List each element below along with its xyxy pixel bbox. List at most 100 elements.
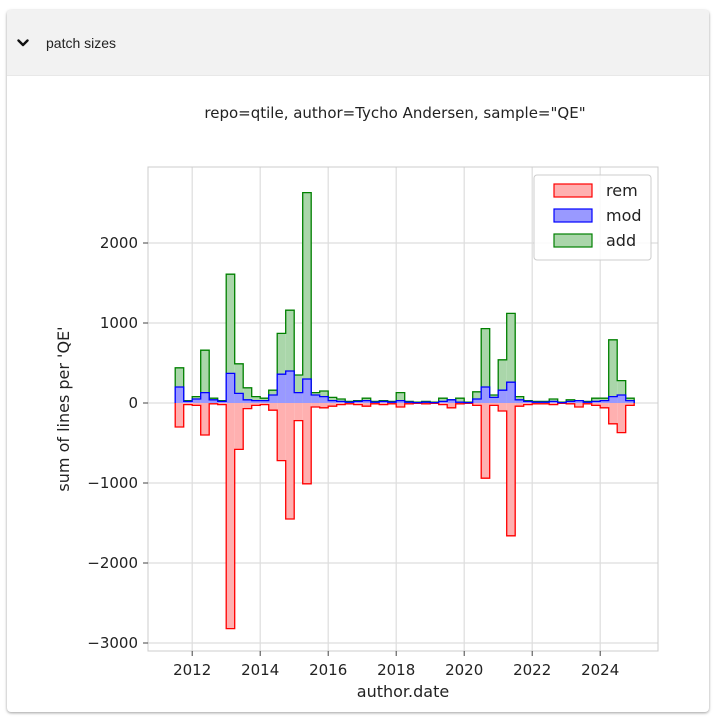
- add-bar-39: [506, 313, 516, 403]
- rem-bar-16: [311, 403, 320, 407]
- mod-bar-12: [277, 374, 286, 403]
- panel-header[interactable]: patch sizes: [7, 10, 709, 76]
- plot-frame: [147, 166, 659, 652]
- mod-bar-17: [319, 396, 329, 403]
- mod-bar-3: [200, 392, 210, 403]
- add-bar-6: [226, 274, 235, 403]
- mod-bar-36: [481, 387, 490, 403]
- chart-title: repo=qtile, author=Tycho Andersen, sampl…: [204, 104, 585, 122]
- x-tick-label-0: 2012: [173, 661, 211, 679]
- legend-swatch-mod: [553, 208, 593, 223]
- chart-legend: rem mod add: [533, 174, 652, 261]
- mod-bar-21: [353, 401, 363, 403]
- rem-bar-37: [489, 403, 499, 406]
- mod-bar-13: [285, 371, 295, 403]
- mod-bar-19: [336, 401, 346, 403]
- rem-bar-26: [396, 403, 405, 407]
- mod-bar-11: [268, 395, 278, 403]
- rem-bar-11: [268, 403, 278, 411]
- mod-bar-32: [447, 399, 456, 403]
- y-tick-label-3: 0: [128, 394, 138, 412]
- mod-bar-35: [472, 399, 482, 403]
- rem-bar-1: [183, 403, 193, 405]
- rem-bar-38: [498, 403, 507, 411]
- add-bar-7: [234, 363, 244, 403]
- mod-bar-38: [498, 390, 507, 403]
- add-bar-13: [285, 310, 295, 403]
- rem-bar-9: [251, 403, 261, 406]
- mod-bar-22: [362, 400, 371, 403]
- mod-bar-6: [226, 373, 235, 403]
- add-bar-8: [243, 387, 252, 403]
- x-axis-label: author.date: [357, 682, 449, 701]
- rem-bar-15: [302, 403, 312, 484]
- rem-bar-50: [600, 403, 609, 408]
- add-bar-51: [608, 339, 618, 403]
- rem-bar-24: [379, 403, 388, 405]
- mod-bar-39: [506, 382, 516, 403]
- rem-bar-21: [353, 403, 363, 405]
- legend-label-mod: mod: [606, 206, 642, 225]
- mod-bar-24: [379, 401, 388, 403]
- mod-bar-40: [515, 399, 524, 403]
- rem-bar-13: [285, 403, 295, 519]
- rem-bar-14: [294, 403, 303, 421]
- rem-bar-44: [549, 403, 558, 405]
- add-bar-12: [277, 333, 286, 403]
- mod-bar-18: [328, 400, 337, 403]
- mod-bar-47: [574, 400, 584, 403]
- rem-bar-18: [328, 403, 337, 407]
- y-tick-label-5: 2000: [100, 234, 138, 252]
- mod-bar-8: [243, 399, 252, 403]
- add-bar-36: [481, 328, 490, 403]
- rem-bar-7: [234, 403, 244, 450]
- add-bar-49: [591, 398, 601, 403]
- add-bar-31: [438, 398, 448, 403]
- rem-bar-8: [243, 403, 252, 409]
- add-bar-35: [472, 391, 482, 403]
- patch-sizes-chart: repo=qtile, author=Tycho Andersen, sampl…: [54, 104, 659, 701]
- rem-bar-12: [277, 403, 286, 461]
- mod-bar-10: [260, 400, 269, 403]
- series-mod: [174, 370, 635, 404]
- mod-bar-16: [311, 395, 320, 403]
- rem-bar-6: [226, 403, 235, 629]
- patch-sizes-panel: patch sizes repo=qtile, author=Tycho And…: [7, 10, 709, 712]
- y-tick-label-1: −2000: [87, 554, 138, 572]
- mod-bar-7: [234, 393, 244, 403]
- mod-bar-0: [175, 387, 184, 403]
- add-bar-26: [396, 392, 405, 403]
- add-step-outline: [174, 191, 635, 403]
- rem-bar-17: [319, 403, 329, 408]
- legend-swatch-rem: [553, 183, 593, 198]
- rem-bar-22: [362, 403, 371, 407]
- series-rem: [174, 402, 635, 630]
- rem-bar-19: [336, 403, 346, 405]
- rem-step-outline: [174, 402, 635, 630]
- mod-bar-52: [617, 395, 626, 403]
- mod-bar-4: [209, 399, 218, 403]
- rem-bar-53: [625, 403, 635, 406]
- rem-bar-52: [617, 403, 626, 433]
- y-axis-ticks: −3000 −2000 −1000 0 1000 2000: [87, 234, 148, 652]
- rem-bar-32: [447, 403, 456, 408]
- panel-title: patch sizes: [46, 34, 117, 51]
- legend-label-add: add: [606, 231, 636, 250]
- x-tick-label-5: 2022: [513, 661, 551, 679]
- mod-bar-26: [396, 400, 405, 403]
- legend-label-rem: rem: [606, 181, 638, 200]
- y-tick-label-2: −1000: [87, 474, 138, 492]
- chart-series: [174, 191, 635, 630]
- mod-step-outline: [174, 370, 635, 404]
- add-bar-33: [455, 398, 465, 403]
- x-tick-label-6: 2024: [581, 661, 619, 679]
- legend-swatch-add: [553, 233, 593, 248]
- rem-bar-47: [574, 403, 584, 407]
- mod-bar-50: [600, 400, 609, 403]
- rem-bar-35: [472, 403, 482, 406]
- chevron-down-icon[interactable]: [16, 36, 30, 50]
- x-tick-label-2: 2016: [309, 661, 347, 679]
- mod-bar-37: [489, 397, 499, 403]
- add-bar-0: [175, 367, 184, 403]
- rem-bar-2: [192, 403, 201, 406]
